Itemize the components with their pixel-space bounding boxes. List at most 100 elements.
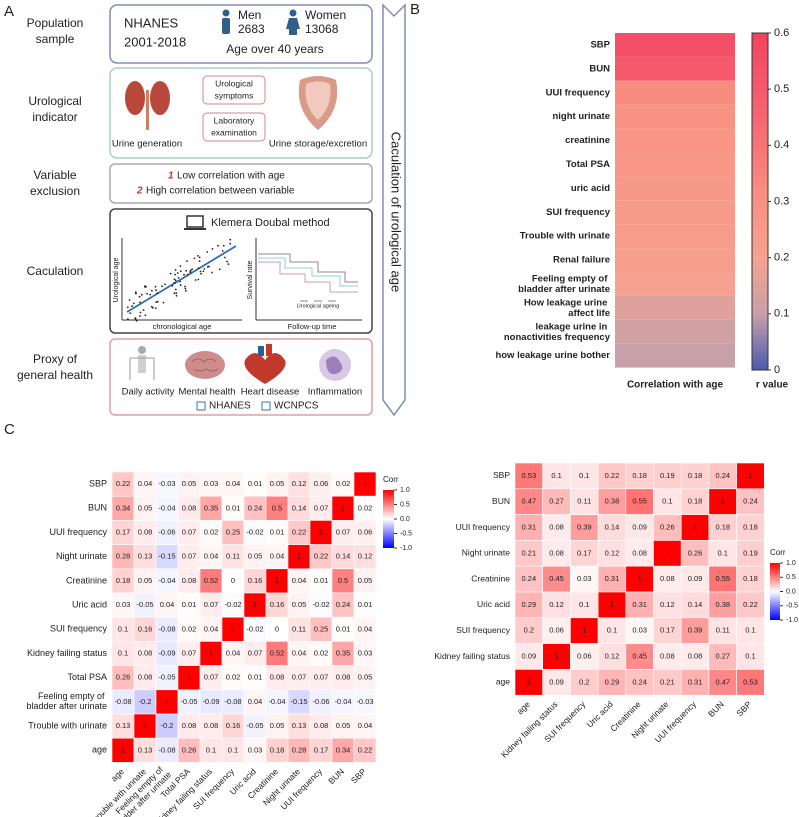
heatmap-cell bbox=[708, 488, 737, 515]
illustration-dot bbox=[156, 292, 159, 295]
arrow-label: Caculation of urological age bbox=[389, 132, 404, 292]
cell-value: 0.03 bbox=[204, 479, 219, 488]
cell-value: 0.25 bbox=[314, 624, 329, 633]
illustration-dot bbox=[197, 255, 199, 257]
illustration-dot bbox=[183, 273, 185, 276]
row-label: Variable bbox=[33, 168, 76, 182]
cell-value: 0.05 bbox=[182, 479, 197, 488]
illustration-dot bbox=[171, 284, 174, 287]
illustration-dot bbox=[133, 302, 135, 305]
cell-value: 0.08 bbox=[138, 648, 153, 657]
column-label: SBP bbox=[734, 699, 753, 718]
heatmap-cell bbox=[625, 488, 654, 515]
colorbar-tick-label: 1.0 bbox=[400, 487, 410, 494]
cell-value: 0.26 bbox=[116, 673, 131, 682]
illustration-dot bbox=[143, 285, 146, 288]
heatmap-cell bbox=[708, 617, 737, 644]
indicator-text: Urological bbox=[215, 78, 253, 88]
colorbar-tick-label: 0.0 bbox=[786, 588, 796, 595]
heatmap-cell bbox=[514, 669, 544, 696]
row-label: Uric acid bbox=[72, 599, 107, 609]
row-label: Caculation bbox=[27, 264, 84, 278]
cell-value: 0.03 bbox=[116, 600, 131, 609]
cell-value: 0.04 bbox=[358, 624, 373, 633]
heatmap-cell bbox=[570, 540, 599, 567]
heatmap-cell bbox=[680, 540, 710, 567]
colorbar bbox=[751, 32, 769, 371]
heatmap-cell bbox=[736, 514, 765, 541]
cell-value: 0.05 bbox=[270, 479, 285, 488]
cell-value: 0.07 bbox=[204, 673, 219, 682]
illustration-dot bbox=[227, 263, 230, 265]
cell-value: 0.07 bbox=[204, 600, 219, 609]
cell-value: 0.31 bbox=[632, 600, 647, 609]
cell-value: 0 bbox=[231, 576, 235, 585]
cell-value: 1 bbox=[165, 697, 169, 706]
cell-value: 0.21 bbox=[660, 677, 675, 686]
cell-value: 1 bbox=[721, 497, 725, 506]
row-label: SBP bbox=[89, 478, 107, 488]
cell-value: 0.01 bbox=[182, 600, 197, 609]
cell-value: 0.04 bbox=[226, 479, 241, 488]
process-arrow bbox=[382, 3, 406, 417]
heatmap-cell bbox=[625, 514, 654, 541]
cell-value: 0.22 bbox=[358, 745, 373, 754]
age-criterion: Age over 40 years bbox=[226, 42, 323, 56]
colorbar-tick-label: 0 bbox=[774, 364, 780, 376]
population-box bbox=[109, 4, 373, 64]
heatmap-cell bbox=[680, 488, 710, 515]
cell-value: 0.25 bbox=[226, 527, 241, 536]
heatmap-cell bbox=[597, 669, 627, 696]
cell-value: 0.01 bbox=[358, 600, 373, 609]
cell-value: 0.17 bbox=[116, 527, 131, 536]
cell-value: 0.01 bbox=[248, 479, 263, 488]
illustration-dot bbox=[211, 248, 214, 250]
cell-value: -0.08 bbox=[114, 697, 131, 706]
heatmap-cell bbox=[736, 591, 765, 619]
cell-value: 0.08 bbox=[138, 673, 153, 682]
cell-value: 0.05 bbox=[292, 600, 307, 609]
illustration-dot bbox=[135, 292, 137, 295]
illustration-dot bbox=[185, 289, 187, 292]
heatmap-cell bbox=[615, 295, 735, 320]
heatmap-cell bbox=[615, 176, 735, 201]
illustration-dot bbox=[155, 289, 157, 291]
cell-value: 0.26 bbox=[660, 522, 675, 531]
cell-value: 0.1 bbox=[745, 651, 755, 660]
row-label: age bbox=[92, 745, 107, 755]
brain-icon bbox=[185, 351, 225, 379]
row-label: Total PSA bbox=[67, 672, 107, 682]
cell-value: 0.28 bbox=[116, 552, 131, 561]
cell-icon bbox=[319, 349, 351, 381]
heatmap-cell bbox=[736, 669, 765, 696]
cell-value: 0.08 bbox=[549, 522, 564, 531]
heatmap-cell bbox=[615, 272, 735, 296]
cell-value: 1 bbox=[363, 479, 367, 488]
heatmap-cell bbox=[625, 565, 654, 593]
cell-value: 0.08 bbox=[632, 548, 647, 557]
row-label: indicator bbox=[32, 110, 77, 124]
cell-value: 0.1 bbox=[228, 745, 238, 754]
cell-value: -0.15 bbox=[290, 697, 307, 706]
row-label: SBP bbox=[493, 470, 510, 480]
illustration-dot bbox=[139, 311, 142, 314]
cell-value: 0.08 bbox=[204, 721, 219, 730]
axis-label: Follow-up time bbox=[288, 322, 337, 331]
cell-value: 0.02 bbox=[204, 527, 219, 536]
heatmap-cell bbox=[542, 565, 571, 593]
cell-value: -0.05 bbox=[180, 697, 197, 706]
illustration-dot bbox=[149, 293, 152, 296]
cell-value: -0.04 bbox=[334, 697, 351, 706]
cell-value: 0.08 bbox=[660, 651, 675, 660]
cell-value: 0.12 bbox=[605, 548, 620, 557]
cell-value: 0.06 bbox=[314, 479, 329, 488]
colorbar-tick-label: 0.6 bbox=[774, 27, 789, 39]
cell-value: 0.03 bbox=[248, 745, 263, 754]
cell-value: 0.38 bbox=[715, 600, 730, 609]
illustration-dot bbox=[173, 278, 176, 281]
cell-value: -0.04 bbox=[158, 503, 175, 512]
row-label: Creatinine bbox=[471, 573, 510, 583]
heatmap-cell bbox=[615, 33, 735, 57]
survival-illustration bbox=[255, 238, 362, 321]
step-text: High correlation between variable bbox=[146, 186, 295, 197]
